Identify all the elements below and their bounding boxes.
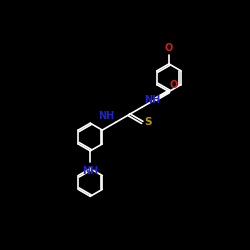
Text: O: O — [170, 80, 178, 90]
Text: NH: NH — [144, 96, 160, 106]
Text: S: S — [144, 118, 151, 128]
Text: NH: NH — [98, 111, 114, 121]
Text: O: O — [165, 43, 173, 53]
Text: NH: NH — [82, 166, 98, 175]
